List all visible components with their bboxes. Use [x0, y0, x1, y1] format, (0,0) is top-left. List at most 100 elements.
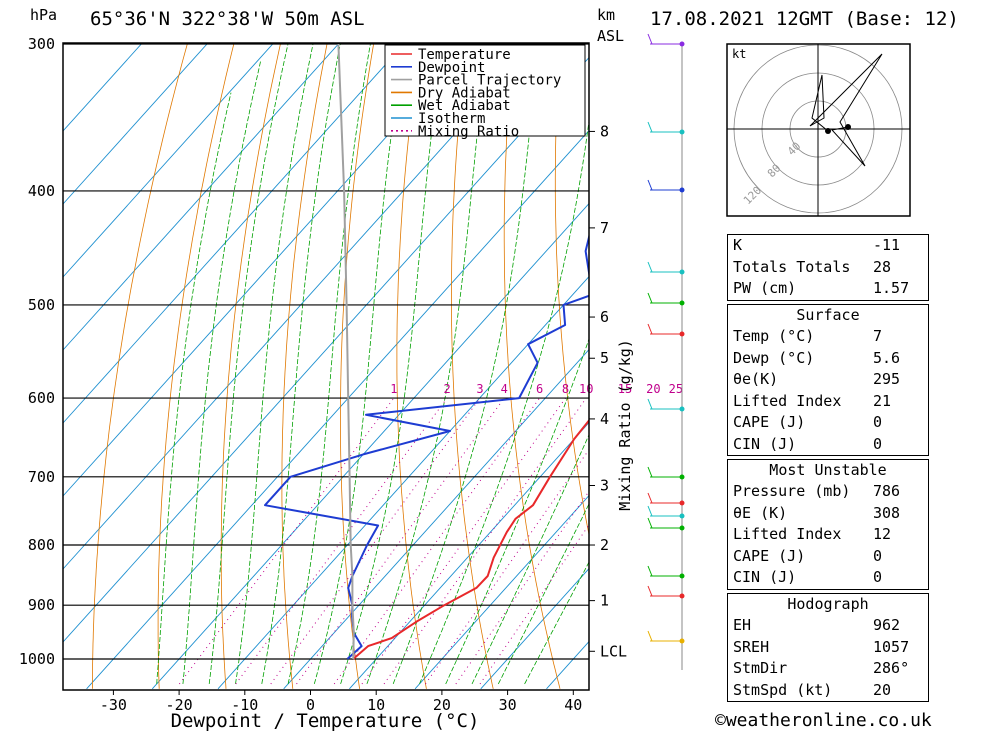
mixing-ratio-line [270, 397, 481, 685]
plot-frame [62, 42, 590, 691]
mu-cin-value: 0 [873, 568, 883, 586]
mixing-ratio-label: 15 [618, 382, 632, 396]
mixing-ratio-axis-label: Mixing Ratio (g/kg) [616, 339, 634, 511]
mixing-ratio-label: 2 [443, 382, 450, 396]
temperature-tick-label: 0 [306, 696, 315, 714]
wind-barb-flag [647, 323, 653, 335]
legend-box [384, 44, 586, 137]
isotherm-line [283, 348, 589, 690]
index-pw-label: PW (cm) [733, 279, 797, 297]
pressure-tick-label: 500 [28, 296, 55, 314]
surface-table: Surface Temp (°C) 7 Dewp (°C) 5.6 θe(K) 295… [727, 304, 929, 456]
most-unstable-table: Most Unstable Pressure (mb) 786 θE (K) 308… [727, 459, 929, 590]
dry-adiabat-line [339, 43, 375, 689]
km-tick-label: 4 [600, 410, 609, 428]
asl-label: ASL [597, 27, 625, 45]
temperature-tick-label: -20 [166, 696, 193, 714]
mixing-ratio-line [361, 397, 566, 685]
temperature-tick-label: -10 [231, 696, 258, 714]
dry-adiabat-line [92, 43, 188, 689]
mixing-ratio-line [425, 448, 589, 685]
wet-adiabat-line [313, 43, 405, 685]
surface-dewp-value: 5.6 [873, 348, 901, 367]
surface-thetae-label: θe(K) [733, 370, 779, 388]
wet-adiabat-line [182, 60, 262, 684]
index-k-label: K [733, 236, 743, 254]
wet-adiabat-line [419, 118, 589, 685]
mu-li-label: Lifted Index [733, 525, 842, 543]
dry-adiabat-line [924, 0, 1000, 689]
wet-adiabat-line [235, 43, 314, 684]
pressure-tick-label: 1000 [19, 650, 55, 668]
surface-cin-value: 0 [873, 434, 883, 453]
mixing-ratio-label: 20 [646, 382, 660, 396]
wind-barb-flag [647, 33, 653, 45]
mu-pressure-value: 786 [873, 482, 901, 500]
pressure-tick-label: 300 [28, 35, 55, 53]
surface-li-label: Lifted Index [733, 391, 842, 410]
mixing-ratio-label: 25 [669, 382, 683, 396]
hodograph-storm-point [825, 128, 831, 134]
wet-adiabat-line [471, 433, 589, 685]
location-title: 65°36'N 322°38'W 50m ASL [90, 8, 365, 30]
legend-label: Dewpoint [418, 60, 485, 76]
hodo-eh-label: EH [733, 616, 752, 634]
wind-profile [647, 33, 685, 670]
mixing-ratio-line [296, 397, 505, 685]
legend-label: Mixing Ratio [418, 124, 519, 140]
x-axis-label: Dewpoint / Temperature (°C) [171, 710, 480, 732]
isotherm-line [349, 421, 589, 690]
isotherm-line [151, 202, 589, 690]
isotherm-line [63, 43, 143, 132]
hodo-stmspd-label: StmSpd (kt) [733, 680, 833, 699]
copyright: ©weatheronline.co.uk [715, 710, 932, 731]
hodograph: kt 40 80 120 [726, 43, 911, 217]
isotherm-line [63, 43, 340, 351]
km-tick-label: 3 [600, 476, 609, 494]
wet-adiabat-line [524, 561, 589, 685]
temperature-tick-label: -30 [100, 696, 127, 714]
mixing-ratio-label: 6 [536, 382, 543, 396]
most-unstable-title: Most Unstable [769, 461, 887, 479]
wind-barb-flag [647, 517, 653, 529]
isotherm-line [86, 129, 589, 690]
hpa-label: hPa [30, 6, 58, 24]
wet-adiabat-line [208, 43, 289, 684]
legend-label: Parcel Trajectory [418, 73, 561, 89]
isobars [63, 43, 589, 660]
km-tick-label: 1 [600, 592, 609, 610]
index-pw-value: 1.57 [873, 279, 910, 297]
hodo-stmdir-value: 286° [873, 659, 910, 677]
wind-barb-flag [647, 505, 653, 517]
mu-thetae-value: 308 [873, 503, 901, 522]
wet-adiabat-line [287, 43, 371, 684]
mixing-ratio-label: 4 [501, 382, 508, 396]
temperature-tick-labels: -30 -20 -10 0 10 20 30 40 [100, 690, 582, 714]
surface-dewp-label: Dewp (°C) [733, 348, 815, 367]
temperature-tick-label: 30 [499, 696, 517, 714]
hodo-stmspd-value: 20 [873, 680, 892, 699]
km-tick-label: 6 [600, 308, 609, 326]
km-tick-label: LCL [600, 642, 627, 660]
wind-barb-flag [647, 121, 653, 133]
hodo-sreh-value: 1057 [873, 637, 910, 656]
mixing-ratio-label: 10 [579, 382, 593, 396]
dry-adiabat-line [554, 43, 589, 538]
wet-adiabat-line [445, 337, 589, 685]
mu-li-value: 12 [873, 525, 892, 543]
wind-barb-flag [647, 292, 653, 304]
mu-cin-label: CIN (J) [733, 568, 797, 586]
hodo-sreh-label: SREH [733, 637, 770, 656]
hodo-eh-value: 962 [873, 616, 901, 634]
pressure-tick-label: 600 [28, 389, 55, 407]
legend-label: Isotherm [418, 111, 485, 127]
mixing-ratio-labels: 1 2 3 4 6 8 10 15 20 25 [390, 382, 683, 396]
dry-adiabat-line [968, 0, 1000, 689]
wind-barb-flag [647, 492, 653, 504]
surface-temp-label: Temp (°C) [733, 327, 815, 345]
mu-cape-label: CAPE (J) [733, 546, 806, 565]
hodograph-trace [809, 53, 883, 167]
index-k-value: -11 [873, 236, 901, 254]
wind-barb-flag [647, 630, 653, 642]
legend-label: Dry Adiabat [418, 85, 511, 101]
